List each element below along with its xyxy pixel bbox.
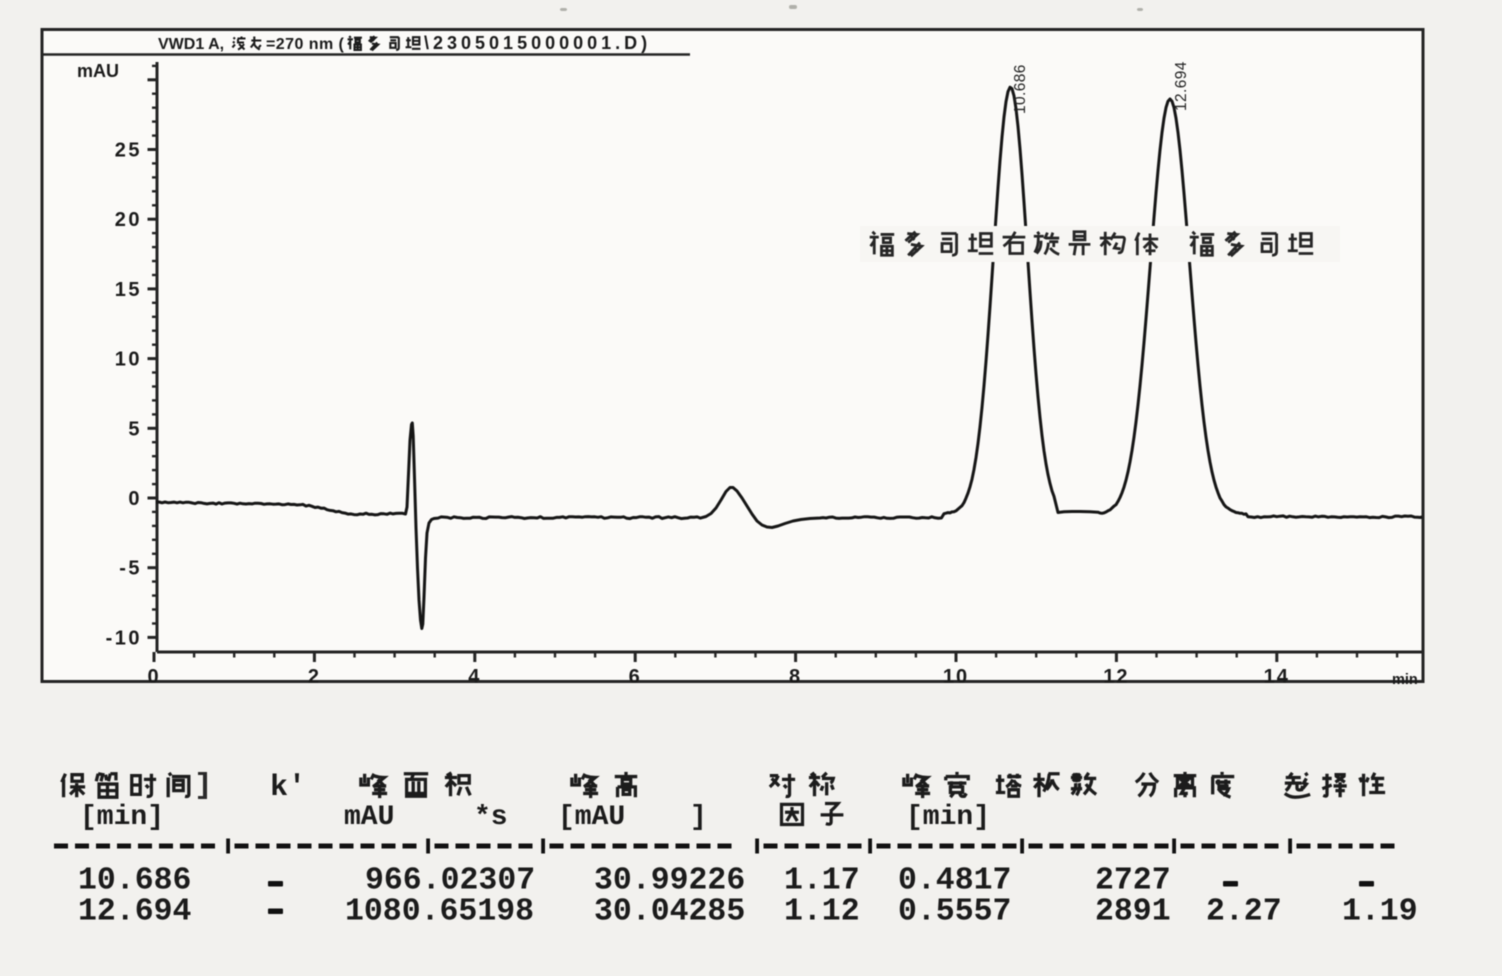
svg-text:6: 6 [629, 666, 642, 688]
svg-text:VWD1 A,: VWD1 A, [158, 36, 224, 53]
svg-text:*s: *s [474, 802, 508, 833]
svg-text:15: 15 [115, 279, 142, 301]
svg-text:2.27: 2.27 [1206, 895, 1282, 930]
svg-text:8: 8 [789, 666, 802, 688]
svg-text:30.04285: 30.04285 [594, 895, 745, 930]
svg-text:0.4817: 0.4817 [898, 864, 1011, 899]
svg-text:=270 nm (: =270 nm ( [266, 36, 345, 53]
svg-text:2727: 2727 [1095, 864, 1171, 899]
svg-text:1.17: 1.17 [784, 864, 860, 899]
svg-text:25: 25 [115, 140, 142, 162]
svg-text:[min]: [min] [80, 802, 164, 833]
svg-text:]: ] [690, 802, 707, 833]
svg-text:0.5557: 0.5557 [898, 895, 1011, 930]
svg-text:10.686: 10.686 [78, 864, 191, 899]
svg-text:mAU: mAU [77, 61, 119, 81]
svg-text:30.99226: 30.99226 [594, 864, 745, 899]
svg-text:10.686: 10.686 [1012, 64, 1029, 114]
svg-text:20: 20 [115, 209, 142, 231]
svg-text:mAU: mAU [344, 802, 394, 833]
svg-text:\2305015000001.D): \2305015000001.D) [424, 33, 651, 53]
svg-text:12: 12 [1103, 666, 1129, 688]
svg-text:966.02307: 966.02307 [365, 864, 535, 899]
svg-text:12.694: 12.694 [78, 895, 191, 930]
svg-text:2891: 2891 [1095, 895, 1171, 930]
svg-text:[min]: [min] [906, 802, 990, 833]
svg-text:k': k' [270, 771, 306, 805]
svg-text:12.694: 12.694 [1173, 61, 1190, 111]
svg-text:1080.65198: 1080.65198 [345, 895, 534, 930]
svg-text:10: 10 [115, 349, 142, 371]
svg-text:5: 5 [128, 418, 142, 440]
svg-text:10: 10 [943, 666, 969, 688]
svg-text:14: 14 [1264, 666, 1290, 688]
svg-text:0: 0 [147, 666, 160, 688]
svg-text:-10: -10 [106, 627, 142, 649]
svg-text:1.19: 1.19 [1342, 895, 1418, 930]
svg-text:1.12: 1.12 [784, 895, 860, 930]
svg-text:2: 2 [308, 666, 321, 688]
svg-text:4: 4 [468, 666, 481, 688]
svg-text:-5: -5 [119, 558, 142, 580]
svg-text:min: min [1392, 672, 1418, 688]
svg-text:0: 0 [128, 488, 142, 510]
svg-text:[mAU: [mAU [558, 802, 625, 833]
